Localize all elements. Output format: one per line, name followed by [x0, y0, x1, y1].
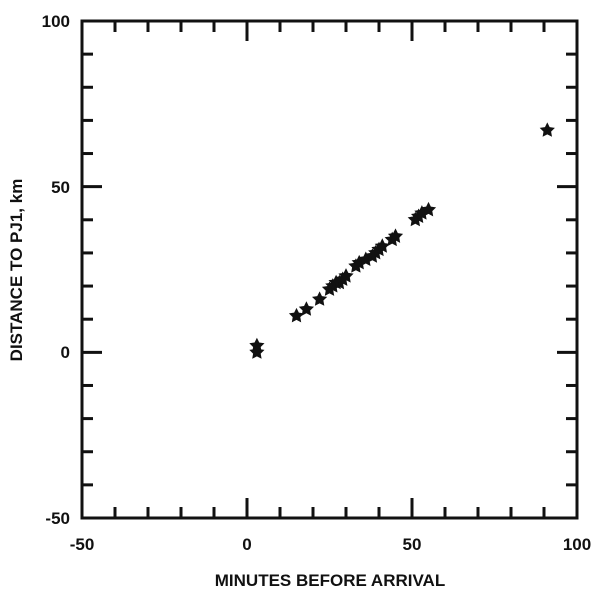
axis-ticks	[80, 19, 579, 520]
y-tick-label: 0	[61, 343, 70, 362]
data-point	[338, 268, 354, 283]
data-point	[414, 205, 430, 220]
data-point	[288, 307, 305, 323]
data-point	[351, 254, 367, 270]
y-tick-label: -50	[45, 509, 70, 528]
x-tick-label: 100	[563, 535, 591, 554]
data-point	[387, 228, 404, 243]
data-point	[420, 201, 437, 217]
x-axis-label: MINUTES BEFORE ARRIVAL	[215, 571, 445, 590]
x-tick-label: -50	[70, 535, 95, 554]
data-point	[539, 122, 555, 137]
plot-frame	[80, 19, 579, 520]
y-tick-label: 100	[42, 12, 70, 31]
data-point	[249, 344, 265, 359]
data-points	[249, 122, 555, 359]
data-point	[311, 291, 328, 306]
data-point	[358, 251, 374, 267]
data-point	[374, 238, 390, 253]
y-axis-label: DISTANCE TO PJ1, km	[7, 179, 26, 362]
y-tick-label: 50	[51, 178, 70, 197]
x-tick-label: 50	[403, 535, 422, 554]
x-tick-label: 0	[242, 535, 251, 554]
data-point	[298, 301, 315, 316]
